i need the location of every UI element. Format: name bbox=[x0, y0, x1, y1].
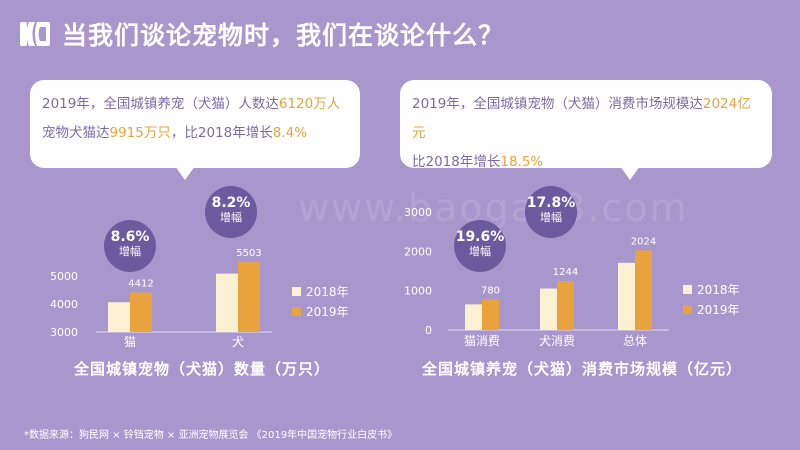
bubble-text: 宠物犬猫达 bbox=[42, 125, 110, 141]
bubble-tail bbox=[620, 166, 640, 180]
y-tick-label: 4000 bbox=[50, 298, 78, 311]
bubble-text: 比2018年增长 bbox=[412, 154, 501, 170]
category-label: 犬消费 bbox=[539, 334, 575, 348]
right-chart-caption: 全国城镇养宠（犬猫）消费市场规模（亿元） bbox=[422, 360, 743, 378]
category-label: 猫消费 bbox=[464, 334, 500, 348]
data-label: 5503 bbox=[236, 248, 261, 259]
bubble-line-1: 2019年，全国城镇养宠（犬猫）人数达6120万人 bbox=[42, 90, 348, 119]
growth-label: 增幅 bbox=[540, 211, 562, 224]
bar-2019 bbox=[557, 281, 574, 330]
growth-label: 增幅 bbox=[119, 245, 141, 258]
bar-2019 bbox=[130, 292, 152, 332]
growth-percent: 19.6% bbox=[455, 229, 505, 245]
summary-bubble-population: 2019年，全国城镇养宠（犬猫）人数达6120万人 宠物犬猫达9915万只，比2… bbox=[30, 80, 360, 168]
data-label: 4412 bbox=[128, 278, 153, 289]
data-source-note: *数据来源：狗民网 × 铃铛宠物 × 亚洲宠物展览会 《2019年中国宠物行业白… bbox=[24, 430, 398, 441]
legend-label: 2018年 bbox=[306, 285, 349, 299]
brand-logo-icon bbox=[20, 22, 50, 46]
summary-bubble-market: 2019年，全国城镇宠物（犬猫）消费市场规模达2024亿元 比2018年增长18… bbox=[400, 80, 772, 170]
y-tick-label: 5000 bbox=[50, 270, 78, 283]
data-label: 780 bbox=[481, 285, 500, 296]
highlight-market-size: 2024亿元 bbox=[412, 96, 751, 141]
legend-label: 2019年 bbox=[306, 305, 349, 319]
bubble-line-1: 2019年，全国城镇宠物（犬猫）消费市场规模达2024亿元 bbox=[412, 90, 760, 148]
bubble-line-2: 宠物犬猫达9915万只，比2018年增长8.4% bbox=[42, 119, 348, 148]
category-label: 犬 bbox=[232, 335, 244, 349]
category-label: 猫 bbox=[124, 335, 136, 349]
legend-label: 2018年 bbox=[697, 283, 740, 297]
bar-2018 bbox=[108, 302, 130, 332]
page-title: 当我们谈论宠物时，我们在谈论什么？ bbox=[62, 21, 505, 50]
bar-2019 bbox=[482, 299, 499, 330]
legend-swatch bbox=[292, 287, 301, 296]
bar-2019 bbox=[238, 261, 260, 332]
data-label: 1244 bbox=[553, 267, 578, 278]
growth-label: 增幅 bbox=[469, 245, 491, 258]
bar-2019 bbox=[635, 250, 652, 330]
legend-swatch bbox=[683, 305, 692, 314]
left-chart-caption: 全国城镇宠物（犬猫）数量（万只） bbox=[74, 360, 331, 378]
legend-label: 2019年 bbox=[697, 303, 740, 317]
bubble-text: 2019年，全国城镇养宠（犬猫）人数达 bbox=[42, 96, 279, 112]
growth-circle-dog-count: 8.2% 增幅 bbox=[205, 186, 257, 238]
legend-swatch bbox=[292, 307, 301, 316]
data-label: 2024 bbox=[631, 236, 656, 247]
highlight-owners: 6120万人 bbox=[278, 96, 341, 112]
highlight-growth: 8.4% bbox=[272, 125, 308, 141]
growth-circle-cat-count: 8.6% 增幅 bbox=[104, 220, 156, 272]
y-tick-label: 3000 bbox=[50, 326, 78, 339]
growth-label: 增幅 bbox=[220, 211, 242, 224]
bubble-text: 2019年，全国城镇宠物（犬猫）消费市场规模达 bbox=[412, 96, 703, 112]
growth-percent: 17.8% bbox=[526, 195, 576, 211]
growth-circle-cat-spend: 19.6% 增幅 bbox=[454, 220, 506, 272]
highlight-market-growth: 18.5% bbox=[500, 154, 544, 170]
highlight-pets: 9915万只 bbox=[109, 125, 171, 141]
growth-percent: 8.2% bbox=[211, 195, 251, 211]
y-tick-label: 0 bbox=[425, 324, 432, 337]
y-tick-label: 2000 bbox=[404, 245, 432, 258]
bubble-tail bbox=[175, 166, 195, 180]
bar-2018 bbox=[216, 273, 238, 332]
y-tick-label: 3000 bbox=[404, 206, 432, 219]
legend-swatch bbox=[683, 285, 692, 294]
growth-percent: 8.6% bbox=[110, 229, 150, 245]
bar-2018 bbox=[618, 262, 635, 330]
growth-circle-dog-spend: 17.8% 增幅 bbox=[525, 186, 577, 238]
bubble-text: ，比2018年增长 bbox=[170, 125, 273, 141]
bar-2018 bbox=[465, 304, 482, 330]
bubble-line-2: 比2018年增长18.5% bbox=[412, 148, 760, 177]
bar-2018 bbox=[540, 288, 557, 330]
y-tick-label: 1000 bbox=[404, 285, 432, 298]
header: 当我们谈论宠物时，我们在谈论什么？ bbox=[18, 16, 504, 52]
category-label: 总体 bbox=[623, 334, 647, 348]
